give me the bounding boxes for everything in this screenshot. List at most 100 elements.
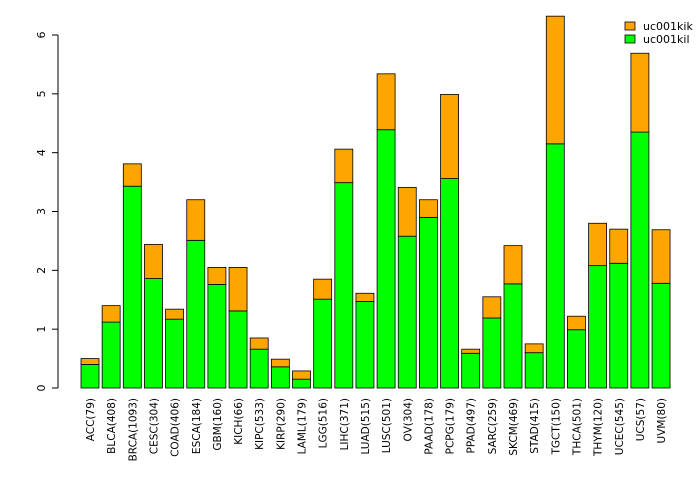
bar-uc001kil — [524, 352, 544, 389]
bar-uc001kik — [207, 266, 227, 285]
bar-uc001kik — [249, 337, 269, 350]
x-tick-label: KIPC(533) — [254, 398, 266, 450]
bar-uc001kil — [165, 318, 185, 389]
bar-uc001kil — [651, 282, 671, 389]
bar-uc001kil — [630, 131, 650, 389]
bar-uc001kik — [461, 348, 481, 354]
bar-uc001kil — [376, 129, 396, 389]
bar-uc001kil — [418, 216, 438, 389]
bar-uc001kil — [397, 235, 417, 389]
x-tick-label: ESCA(184) — [191, 398, 203, 454]
bar-uc001kik — [122, 163, 142, 187]
bar-uc001kil — [503, 283, 523, 389]
bar-uc001kik — [482, 296, 502, 319]
bar-uc001kik — [228, 266, 248, 312]
x-axis-labels: ACC(79) BLCA(408) BRCA(1093) CESC(304) COAD(… — [85, 398, 668, 461]
x-tick-label: SARC(259) — [487, 398, 499, 454]
bar-uc001kik — [418, 199, 438, 218]
x-tick-label: STAD(415) — [529, 398, 541, 454]
y-tick-label: 3 — [35, 208, 48, 215]
bar-uc001kik — [186, 199, 206, 241]
bar-uc001kil — [313, 298, 333, 389]
bar-uc001kik — [101, 305, 121, 323]
bar-uc001kil — [482, 317, 502, 389]
bar-uc001kik — [80, 358, 100, 365]
bar-uc001kik — [334, 148, 354, 184]
x-tick-label: BLCA(408) — [106, 398, 118, 454]
x-tick-label: CESC(304) — [148, 398, 160, 454]
bar-uc001kil — [567, 329, 586, 389]
bar-uc001kik — [630, 52, 650, 133]
bar-uc001kil — [144, 278, 163, 389]
bar-uc001kik — [651, 229, 671, 284]
x-tick-label: LAML(179) — [297, 398, 309, 454]
x-tick-label: ACC(79) — [85, 398, 97, 441]
y-tick-label: 4 — [35, 149, 48, 156]
bar-uc001kik — [144, 244, 163, 279]
legend-swatch — [624, 34, 636, 44]
y-tick-label: 0 — [35, 385, 48, 392]
bar-uc001kil — [228, 310, 248, 389]
bar-uc001kik — [503, 245, 523, 285]
bar-uc001kil — [355, 301, 375, 389]
bar-uc001kil — [588, 265, 607, 389]
bar-uc001kik — [567, 315, 586, 331]
bar-uc001kik — [165, 308, 185, 320]
x-tick-label: BRCA(1093) — [127, 398, 139, 461]
x-tick-label: PAAD(178) — [423, 398, 435, 455]
bar-uc001kil — [334, 182, 354, 389]
bar-uc001kik — [545, 15, 565, 145]
bar-uc001kik — [609, 228, 629, 264]
y-tick-label: 6 — [35, 32, 48, 39]
x-tick-label: KIRP(290) — [275, 398, 287, 450]
y-tick-label: 1 — [35, 326, 48, 333]
x-tick-label: UCEC(545) — [614, 398, 626, 455]
bar-uc001kil — [80, 364, 100, 389]
x-tick-label: GBM(160) — [212, 398, 224, 451]
x-tick-label: COAD(406) — [170, 398, 182, 457]
bar-uc001kil — [207, 284, 227, 389]
x-tick-label: LUSC(501) — [381, 398, 393, 453]
x-tick-label: OV(304) — [402, 398, 414, 442]
bars — [80, 15, 671, 389]
bar-uc001kil — [609, 262, 629, 389]
bar-uc001kil — [270, 366, 290, 389]
x-tick-label: THCA(501) — [571, 398, 583, 456]
bar-uc001kik — [376, 73, 396, 131]
legend-label: uc001kik — [643, 20, 693, 33]
bar-uc001kil — [545, 143, 565, 389]
x-tick-label: LUAD(515) — [360, 398, 372, 455]
x-tick-label: LGG(516) — [318, 398, 330, 448]
bar-uc001kik — [440, 94, 459, 179]
bar-uc001kil — [186, 239, 206, 389]
x-tick-label: KICH(66) — [233, 398, 245, 445]
legend-swatch — [624, 21, 636, 31]
x-tick-label: UCS(57) — [635, 398, 647, 441]
bar-uc001kik — [588, 222, 607, 267]
bar-uc001kil — [101, 321, 121, 389]
bar-uc001kik — [292, 370, 311, 380]
bar-uc001kik — [313, 278, 333, 300]
bar-uc001kil — [292, 378, 311, 389]
x-tick-label: TGCT(150) — [550, 398, 562, 456]
bar-uc001kil — [249, 348, 269, 389]
bar-uc001kil — [440, 178, 459, 389]
x-tick-label: THYM(120) — [593, 398, 605, 457]
x-tick-label: SKCM(469) — [508, 398, 520, 456]
bar-uc001kik — [524, 343, 544, 354]
legend-label: uc001kil — [643, 33, 690, 46]
bar-uc001kik — [397, 186, 417, 237]
y-tick-label: 5 — [35, 90, 48, 97]
x-tick-label: UVM(80) — [656, 398, 668, 443]
bar-uc001kil — [461, 352, 481, 389]
bar-uc001kik — [355, 292, 375, 302]
bar-uc001kil — [122, 185, 142, 389]
x-tick-label: PCPG(179) — [445, 398, 457, 454]
x-tick-label: LIHC(371) — [339, 398, 351, 450]
bar-uc001kik — [270, 358, 290, 368]
y-axis: 0 1 2 3 4 5 6 — [35, 32, 59, 392]
x-tick-label: PPAD(497) — [466, 398, 478, 454]
y-tick-label: 2 — [35, 267, 48, 274]
